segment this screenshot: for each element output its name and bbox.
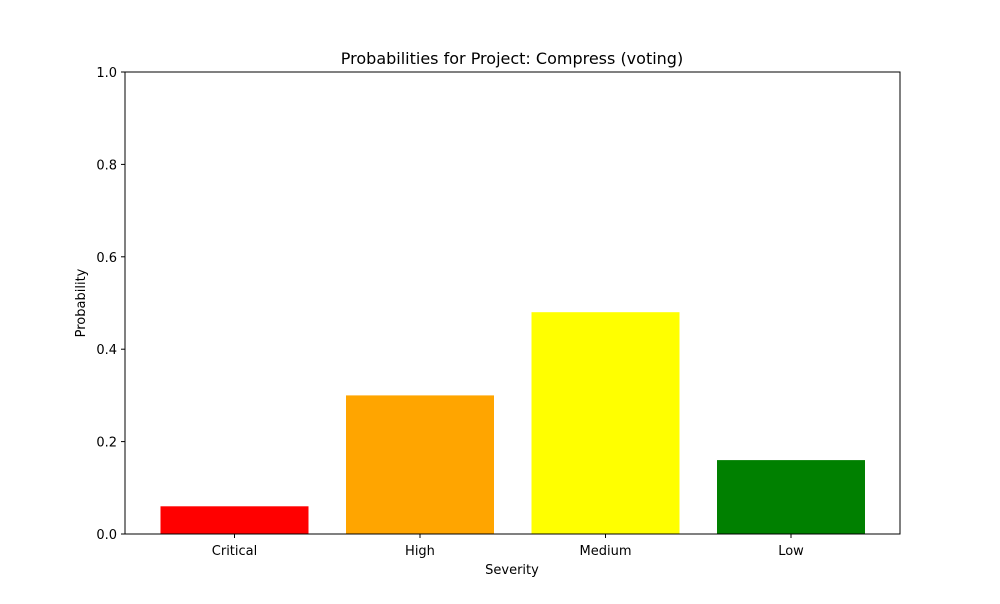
x-axis: Critical High Medium Low bbox=[212, 534, 804, 559]
x-tick-label: Critical bbox=[212, 544, 257, 559]
plot-frame bbox=[124, 71, 901, 535]
y-tick-label: 0.6 bbox=[96, 251, 117, 266]
y-axis-label: Probability bbox=[74, 268, 89, 337]
y-tick-label: 0.2 bbox=[96, 436, 117, 451]
chart-title: Probabilities for Project: Compress (vot… bbox=[341, 49, 683, 68]
x-axis-label: Severity bbox=[485, 563, 539, 578]
y-tick-label: 0.0 bbox=[96, 528, 117, 543]
x-tick-label: High bbox=[405, 544, 435, 559]
bar-medium bbox=[531, 312, 680, 534]
y-tick-label: 0.8 bbox=[96, 158, 117, 173]
bars-group bbox=[160, 312, 865, 534]
y-axis: 0.0 0.2 0.4 0.6 0.8 1.0 bbox=[96, 66, 125, 543]
x-tick-label: Low bbox=[778, 544, 804, 559]
bar-low bbox=[717, 460, 865, 534]
bar-critical bbox=[160, 506, 309, 534]
bar-high bbox=[346, 395, 494, 534]
x-tick-label: Medium bbox=[580, 544, 632, 559]
y-tick-label: 1.0 bbox=[96, 66, 117, 81]
y-tick-label: 0.4 bbox=[96, 343, 117, 358]
